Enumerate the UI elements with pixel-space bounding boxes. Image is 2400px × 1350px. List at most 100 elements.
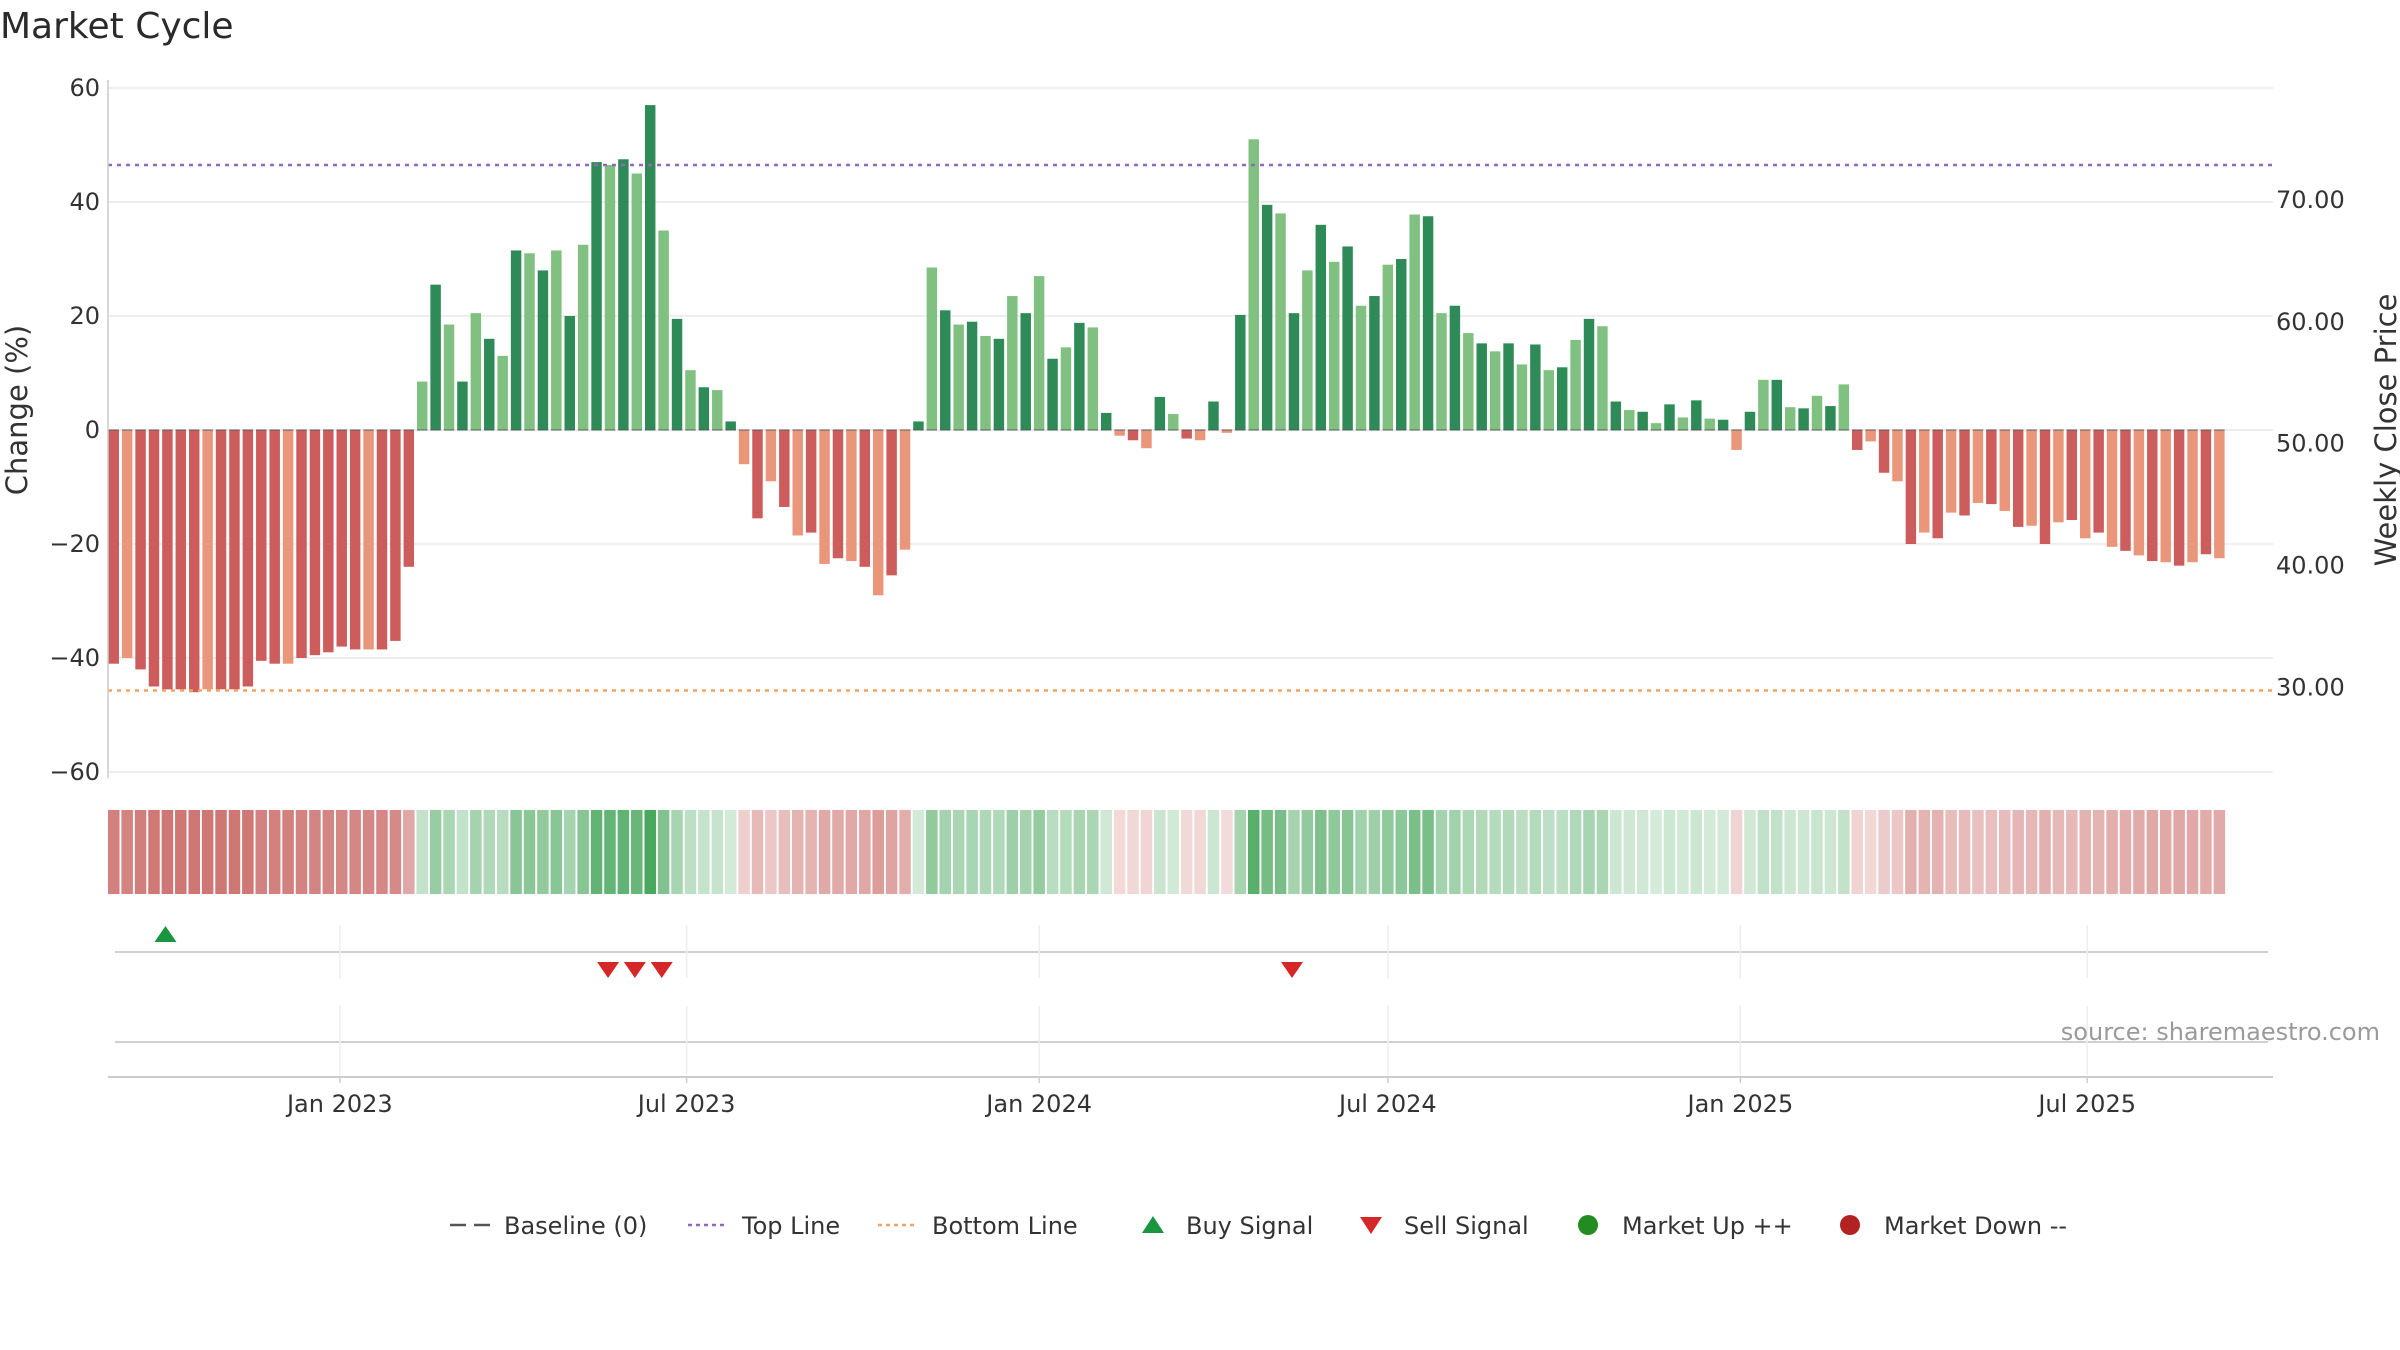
legend-label: Bottom Line bbox=[932, 1212, 1078, 1240]
strip-cell bbox=[429, 810, 442, 894]
bar bbox=[1784, 407, 1796, 430]
strip-cell bbox=[2173, 810, 2185, 894]
bar bbox=[1127, 430, 1139, 441]
strip-cell bbox=[376, 810, 388, 894]
bar bbox=[215, 430, 227, 690]
bar bbox=[336, 430, 347, 647]
strip-cell bbox=[1019, 810, 1032, 894]
strip-cell bbox=[255, 810, 268, 894]
strip-cell bbox=[1864, 810, 1877, 894]
strip-cell bbox=[2039, 810, 2051, 894]
y2-tick-label: 40.00 bbox=[2276, 552, 2345, 580]
strip-cell bbox=[1972, 810, 1984, 894]
strip-cell bbox=[1408, 810, 1421, 894]
bar bbox=[2039, 430, 2051, 544]
strip-cell bbox=[631, 810, 643, 894]
bar bbox=[698, 387, 710, 430]
bar bbox=[940, 310, 951, 430]
legend-label: Buy Signal bbox=[1186, 1212, 1313, 1240]
bar bbox=[457, 381, 468, 430]
strip-cell bbox=[121, 810, 133, 894]
strip-cell bbox=[389, 810, 402, 894]
strip-cell bbox=[443, 810, 455, 894]
strip-cell bbox=[1502, 810, 1515, 894]
bar bbox=[1302, 270, 1313, 430]
bar bbox=[1489, 351, 1501, 430]
bar bbox=[2120, 430, 2131, 551]
strip-cell bbox=[215, 810, 227, 894]
bar bbox=[108, 430, 119, 664]
strip-cell bbox=[107, 810, 120, 894]
sell-signal-marker bbox=[1281, 962, 1304, 978]
bar bbox=[1328, 261, 1340, 430]
bar bbox=[819, 430, 830, 564]
strip-cell bbox=[2213, 810, 2226, 894]
bar bbox=[2026, 430, 2037, 526]
bar bbox=[1865, 430, 1876, 442]
strip-cell bbox=[1918, 810, 1931, 894]
chart-title: Market Cycle bbox=[0, 6, 234, 47]
bar bbox=[1141, 430, 1152, 449]
y-axis-label: Change (%) bbox=[0, 325, 34, 495]
change-bars bbox=[108, 105, 2225, 693]
bar bbox=[779, 430, 790, 507]
bar bbox=[805, 430, 817, 533]
bar bbox=[256, 430, 267, 661]
strip-cell bbox=[2133, 810, 2145, 894]
legend-label: Sell Signal bbox=[1404, 1212, 1529, 1240]
bar bbox=[416, 381, 428, 430]
strip-cell bbox=[268, 810, 281, 894]
bar bbox=[1919, 430, 1930, 533]
strip-cell bbox=[604, 810, 616, 894]
y2-tick-label: 70.00 bbox=[2276, 186, 2345, 214]
strip-cell bbox=[1569, 810, 1582, 894]
bar bbox=[631, 173, 643, 430]
bar bbox=[524, 253, 535, 430]
bar bbox=[1436, 313, 1447, 430]
bar bbox=[242, 430, 254, 687]
strip-cell bbox=[2119, 810, 2132, 894]
strip-cell bbox=[550, 810, 563, 894]
bar bbox=[1235, 314, 1246, 430]
x-tick-label: Jan 2024 bbox=[984, 1090, 1092, 1118]
strip-cell bbox=[470, 810, 482, 894]
bar bbox=[1154, 396, 1166, 430]
bar bbox=[202, 430, 213, 690]
bar bbox=[1583, 318, 1595, 430]
y-tick-label: −20 bbox=[49, 530, 100, 558]
bar bbox=[1382, 264, 1394, 430]
legend-label: Market Down -- bbox=[1884, 1212, 2067, 1240]
strip-cell bbox=[993, 810, 1005, 894]
strip-cell bbox=[1529, 810, 1542, 894]
strip-cell bbox=[1556, 810, 1568, 894]
strip-cell bbox=[416, 810, 428, 894]
bar bbox=[1597, 326, 1608, 430]
bar bbox=[296, 430, 307, 658]
axes: 60 40 20 0 −20 −40 −60 70.00 60.00 50.00 40.00 30.0… bbox=[49, 74, 2344, 786]
strip-cell bbox=[161, 810, 174, 894]
strip-cell bbox=[1958, 810, 1971, 894]
strip-cell bbox=[1878, 810, 1890, 894]
x-tick-label: Jan 2025 bbox=[1686, 1090, 1794, 1118]
bar bbox=[2173, 430, 2185, 566]
bar bbox=[1624, 410, 1635, 430]
strip-cell bbox=[926, 810, 938, 894]
bar bbox=[1530, 344, 1541, 430]
bar bbox=[859, 430, 871, 567]
bar bbox=[1020, 313, 1031, 430]
strip-cell bbox=[2079, 810, 2092, 894]
bar bbox=[1999, 430, 2011, 511]
strip-cell bbox=[1046, 810, 1059, 894]
bar bbox=[363, 430, 374, 650]
bar bbox=[792, 430, 803, 536]
strip-cell bbox=[148, 810, 160, 894]
bar bbox=[1369, 296, 1380, 430]
y-tick-label: −60 bbox=[49, 758, 100, 786]
bar bbox=[1717, 419, 1729, 430]
strip-cell bbox=[1797, 810, 1810, 894]
bar bbox=[1033, 276, 1045, 430]
strip-cell bbox=[1288, 810, 1300, 894]
strip-cell bbox=[1274, 810, 1287, 894]
strip-cell bbox=[872, 810, 884, 894]
strip-cell bbox=[1247, 810, 1260, 894]
